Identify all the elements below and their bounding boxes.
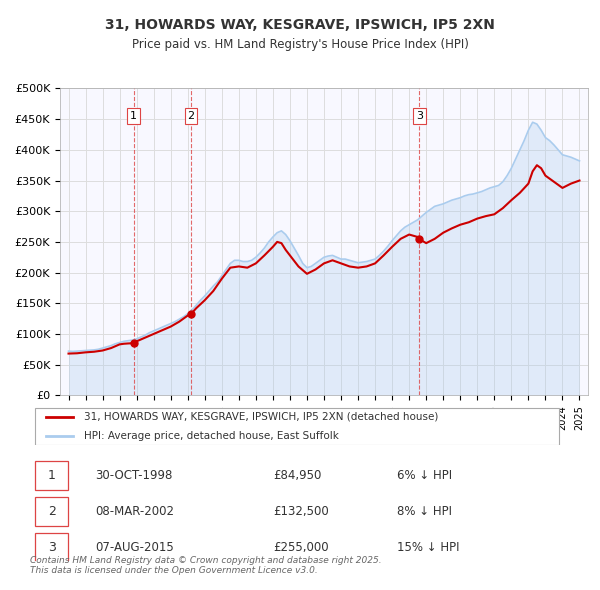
Text: 08-MAR-2002: 08-MAR-2002 [95,505,174,518]
Text: £255,000: £255,000 [273,541,329,554]
Text: 31, HOWARDS WAY, KESGRAVE, IPSWICH, IP5 2XN (detached house): 31, HOWARDS WAY, KESGRAVE, IPSWICH, IP5 … [84,412,439,422]
Text: 1: 1 [130,111,137,121]
FancyBboxPatch shape [35,461,68,490]
Text: 2: 2 [187,111,194,121]
Text: 6% ↓ HPI: 6% ↓ HPI [397,469,452,482]
Text: £132,500: £132,500 [273,505,329,518]
Text: £84,950: £84,950 [273,469,322,482]
Text: Price paid vs. HM Land Registry's House Price Index (HPI): Price paid vs. HM Land Registry's House … [131,38,469,51]
Text: 1: 1 [47,469,56,482]
FancyBboxPatch shape [35,533,68,562]
Text: 2: 2 [47,505,56,518]
Text: HPI: Average price, detached house, East Suffolk: HPI: Average price, detached house, East… [84,431,339,441]
Text: 8% ↓ HPI: 8% ↓ HPI [397,505,452,518]
Text: 15% ↓ HPI: 15% ↓ HPI [397,541,460,554]
Text: Contains HM Land Registry data © Crown copyright and database right 2025.
This d: Contains HM Land Registry data © Crown c… [30,556,382,575]
Text: 3: 3 [416,111,423,121]
Text: 30-OCT-1998: 30-OCT-1998 [95,469,172,482]
FancyBboxPatch shape [35,497,68,526]
Text: 07-AUG-2015: 07-AUG-2015 [95,541,173,554]
FancyBboxPatch shape [35,408,559,445]
Text: 31, HOWARDS WAY, KESGRAVE, IPSWICH, IP5 2XN: 31, HOWARDS WAY, KESGRAVE, IPSWICH, IP5 … [105,18,495,32]
Text: 3: 3 [47,541,56,554]
